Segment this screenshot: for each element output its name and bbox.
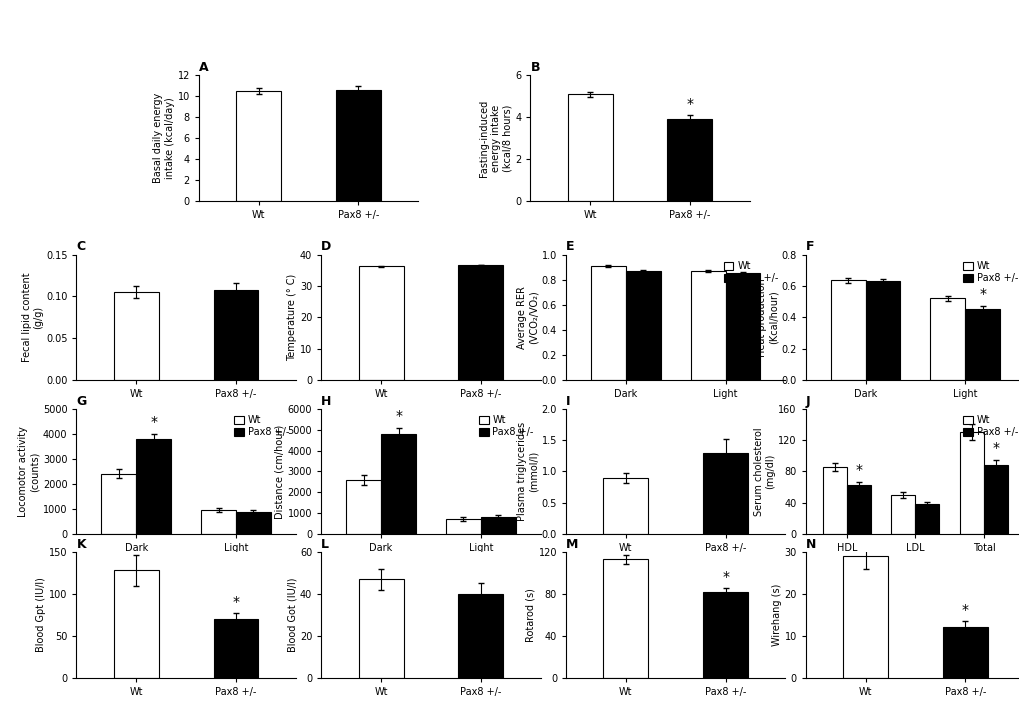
Bar [445,519,480,534]
Bar [983,465,1007,534]
Bar [690,271,725,380]
Bar [235,512,271,534]
Legend: Wt, Pax8 +/-: Wt, Pax8 +/- [721,260,780,285]
Text: *: * [961,603,968,617]
Text: N: N [805,538,815,551]
Bar [480,517,516,534]
Bar [959,432,983,534]
Text: *: * [686,97,693,111]
Bar [829,280,865,380]
Bar [822,467,846,534]
Legend: Wt, Pax8 +/-: Wt, Pax8 +/- [477,414,535,440]
Text: I: I [566,394,570,407]
Text: *: * [978,288,985,301]
Legend: Wt, Pax8 +/-: Wt, Pax8 +/- [961,414,1019,440]
Y-axis label: Rotarod (s): Rotarod (s) [525,588,535,642]
Bar [702,452,747,534]
Bar [236,91,281,201]
Bar [843,556,888,678]
Bar [590,266,626,380]
Bar [568,94,612,201]
Y-axis label: Serum cholesterol
(mg/dl): Serum cholesterol (mg/dl) [753,427,774,516]
Bar [603,559,648,678]
Text: K: K [76,538,86,551]
Legend: Wt, Pax8 +/-: Wt, Pax8 +/- [961,260,1019,285]
Bar [114,571,159,678]
Bar [213,290,258,380]
Bar [865,281,900,380]
Bar [626,271,660,380]
Text: E: E [566,240,574,253]
Bar [114,293,159,380]
Text: A: A [199,61,208,74]
Bar [942,627,986,678]
Bar [137,439,171,534]
Y-axis label: Blood Gpt (IU/l): Blood Gpt (IU/l) [36,577,46,652]
Text: C: C [76,240,86,253]
Bar [201,510,235,534]
Bar [359,579,404,678]
Text: *: * [721,570,729,584]
Bar [929,298,964,380]
Bar [725,272,760,380]
Bar [666,119,711,201]
Y-axis label: Fasting-induced
energy intake
(kcal/8 hours): Fasting-induced energy intake (kcal/8 ho… [479,100,512,176]
Text: D: D [321,240,331,253]
Y-axis label: Temperature (° C): Temperature (° C) [286,274,297,361]
Text: L: L [321,538,329,551]
Bar [458,265,502,380]
Y-axis label: Plasma triglycerides
(mmol/l): Plasma triglycerides (mmol/l) [517,422,538,521]
Bar [915,504,938,534]
Bar [335,90,380,201]
Bar [381,434,416,534]
Text: B: B [530,61,539,74]
Bar [846,485,870,534]
Text: *: * [394,409,401,423]
Bar [458,594,502,678]
Bar [359,266,404,380]
Y-axis label: Heat production
(Kcal/hour): Heat production (Kcal/hour) [756,278,777,356]
Bar [213,619,258,678]
Bar [702,592,747,678]
Bar [345,480,381,534]
Y-axis label: Blood Got (IU/l): Blood Got (IU/l) [286,578,297,652]
Text: *: * [150,414,157,429]
Text: H: H [321,394,331,407]
Y-axis label: Fecal lipid content
(g/g): Fecal lipid content (g/g) [21,272,43,362]
Y-axis label: Locomotor activity
(counts): Locomotor activity (counts) [18,426,40,517]
Bar [101,474,137,534]
Text: G: G [76,394,87,407]
Bar [603,478,648,534]
Text: *: * [232,595,239,609]
Bar [964,310,1000,380]
Text: *: * [991,441,999,455]
Text: *: * [855,462,862,477]
Y-axis label: Distance (cm/hour): Distance (cm/hour) [274,424,284,518]
Text: F: F [805,240,813,253]
Y-axis label: Wirehang (s): Wirehang (s) [770,584,781,646]
Text: J: J [805,394,810,407]
Text: M: M [566,538,578,551]
Y-axis label: Basal daily energy
intake (kcal/day): Basal daily energy intake (kcal/day) [153,93,174,183]
Bar [891,495,915,534]
Legend: Wt, Pax8 +/-: Wt, Pax8 +/- [232,414,290,440]
Y-axis label: Average RER
(VCO₂/VO₂): Average RER (VCO₂/VO₂) [517,286,538,348]
